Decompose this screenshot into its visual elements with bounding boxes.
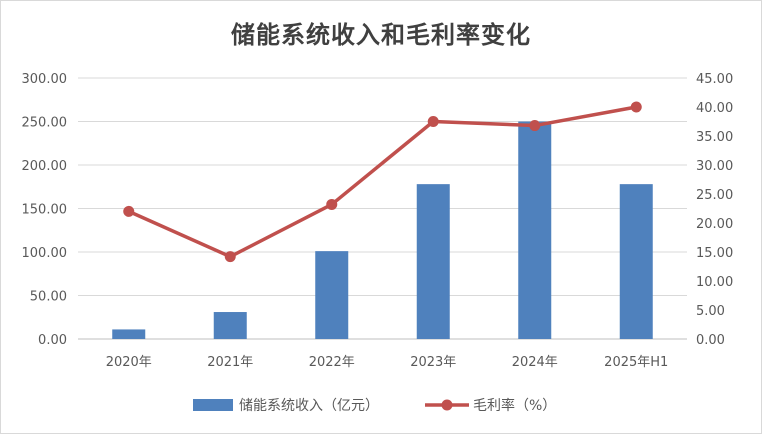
y-left-tick-label: 250.00 (22, 116, 68, 131)
line-point (630, 101, 642, 113)
legend-swatch-bar (193, 399, 233, 411)
y-right-tick-label: 0.00 (696, 333, 725, 348)
line-point (427, 116, 439, 127)
x-tick-label: 2024年 (512, 355, 558, 370)
y-right-tick-label: 20.00 (696, 217, 733, 232)
bar (112, 329, 146, 339)
bar (518, 121, 552, 339)
line-point (326, 198, 338, 210)
bar (315, 251, 349, 339)
x-tick-label: 2025年H1 (604, 355, 668, 370)
y-left-tick-label: 300.00 (22, 72, 68, 87)
legend-label-margin: 毛利率（%） (473, 397, 556, 414)
y-right-tick-label: 35.00 (696, 130, 733, 145)
series-line-gross-margin (128, 105, 637, 259)
x-tick-label: 2022年 (309, 355, 355, 370)
bar (416, 184, 450, 339)
x-tick-label: 2021年 (207, 355, 253, 370)
y-right-tick-label: 30.00 (696, 159, 733, 174)
bar (619, 184, 653, 339)
x-tick-label: 2023年 (410, 355, 456, 370)
chart-title: 储能系统收入和毛利率变化 (231, 21, 531, 49)
y-left-tick-label: 200.00 (22, 159, 68, 174)
bar (213, 312, 247, 339)
line-point (123, 205, 135, 217)
line-point (529, 120, 541, 132)
y-left-tick-label: 50.00 (30, 290, 67, 305)
y-left-tick-label: 0.00 (38, 333, 67, 348)
legend-label-revenue: 储能系统收入（亿元） (239, 398, 379, 414)
y-right-tick-label: 45.00 (696, 72, 733, 87)
x-tick-label: 2020年 (106, 355, 152, 370)
line-point (224, 251, 236, 263)
y-right-tick-label: 40.00 (696, 101, 733, 116)
y-left-tick-label: 100.00 (22, 246, 68, 261)
y-right-tick-label: 5.00 (696, 304, 725, 319)
legend-swatch-marker (441, 399, 453, 411)
y-right-tick-label: 15.00 (696, 246, 733, 261)
y-right-tick-label: 10.00 (696, 275, 733, 290)
y-right-tick-label: 25.00 (696, 188, 733, 203)
y-left-tick-label: 150.00 (22, 203, 68, 218)
